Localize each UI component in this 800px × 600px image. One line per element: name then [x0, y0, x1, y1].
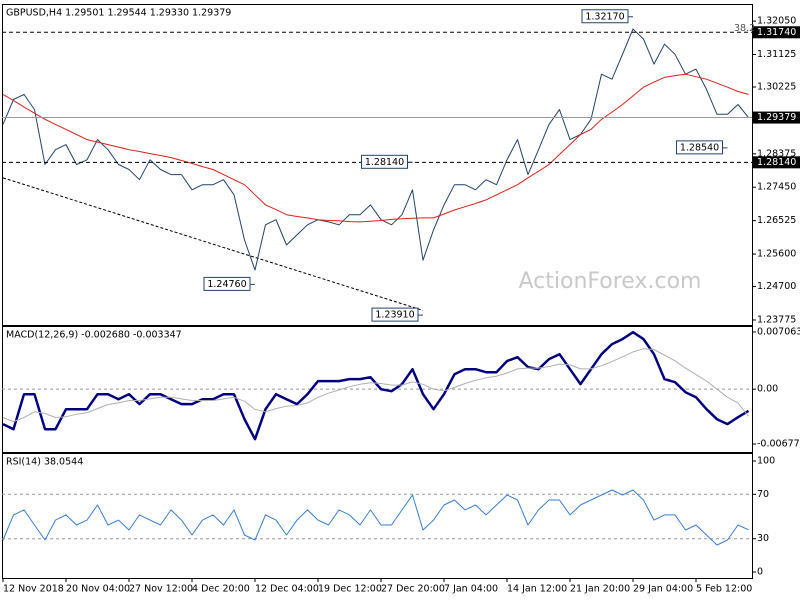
x-tick-label: 21 Jan 20:00	[570, 584, 630, 595]
y-tick-label: 1.30225	[757, 82, 796, 93]
annotation-label: 1.24760	[207, 279, 246, 290]
series-line	[2, 489, 749, 546]
y-tick-label: 1.31125	[757, 49, 796, 60]
annotation-box	[361, 154, 408, 169]
pane-title: GBPUSD,H4 1.29501 1.29544 1.29330 1.2937…	[6, 8, 231, 19]
annotation-box	[676, 140, 723, 155]
rsi-pane-frame	[2, 453, 753, 579]
y-tick-label: 1.25600	[757, 249, 796, 260]
x-tick-label: 20 Nov 04:00	[66, 584, 130, 595]
pane-title: MACD(12,26,9) -0.002680 -0.003347	[6, 330, 182, 341]
x-tick-label: 4 Dec 20:00	[192, 584, 250, 595]
series-line	[2, 28, 749, 271]
annotation-box	[581, 9, 629, 24]
x-tick-label: 12 Dec 04:00	[255, 584, 319, 595]
level-label-box	[753, 156, 800, 169]
annotation-label: 1.32170	[585, 11, 624, 22]
y-tick-label: 1.32050	[757, 16, 796, 27]
series-line	[2, 348, 749, 423]
x-tick-label: 19 Dec 12:00	[318, 584, 382, 595]
annotation-label: 1.28540	[680, 142, 719, 153]
x-tick-label: 7 Jan 04:00	[444, 584, 498, 595]
annotation-box	[371, 307, 419, 322]
x-tick-label: 29 Jan 04:00	[633, 584, 693, 595]
y-tick-label: 70	[757, 489, 769, 500]
level-label: 1.29379	[757, 112, 796, 123]
y-tick-label: 0.007063	[757, 326, 800, 337]
level-label: 1.28140	[757, 157, 796, 168]
y-tick-label: 1.27450	[757, 182, 796, 193]
y-tick-label: -0.006774	[757, 439, 800, 450]
x-tick-label: 5 Feb 12:00	[696, 584, 752, 595]
x-tick-label: 12 Nov 2018	[3, 584, 64, 595]
pane-title: RSI(14) 38.0544	[6, 457, 83, 468]
x-tick-label: 14 Jan 12:00	[507, 584, 567, 595]
y-tick-label: 0.00	[757, 384, 778, 395]
y-tick-label: 1.23775	[757, 314, 796, 325]
y-tick-label: 1.24700	[757, 281, 796, 292]
y-tick-label: 0	[757, 567, 763, 578]
y-tick-label: 1.28375	[757, 148, 796, 159]
y-tick-label: 1.26525	[757, 215, 796, 226]
x-tick-label: 27 Nov 12:00	[129, 584, 193, 595]
level-label-box	[753, 111, 800, 124]
annotation-label: 1.28140	[365, 157, 404, 168]
series-line	[2, 73, 749, 223]
level-note: 38.2	[734, 23, 755, 34]
trendline	[2, 177, 424, 311]
x-tick-label: 27 Dec 20:00	[381, 584, 445, 595]
level-label-box	[753, 26, 800, 39]
annotation-label: 1.23910	[375, 310, 414, 321]
price-pane-frame	[2, 4, 753, 326]
y-tick-label: 100	[757, 455, 775, 466]
watermark: ActionForex.com	[519, 269, 702, 294]
y-tick-label: 30	[757, 533, 769, 544]
level-label: 1.31740	[757, 27, 796, 38]
annotation-box	[203, 276, 251, 291]
